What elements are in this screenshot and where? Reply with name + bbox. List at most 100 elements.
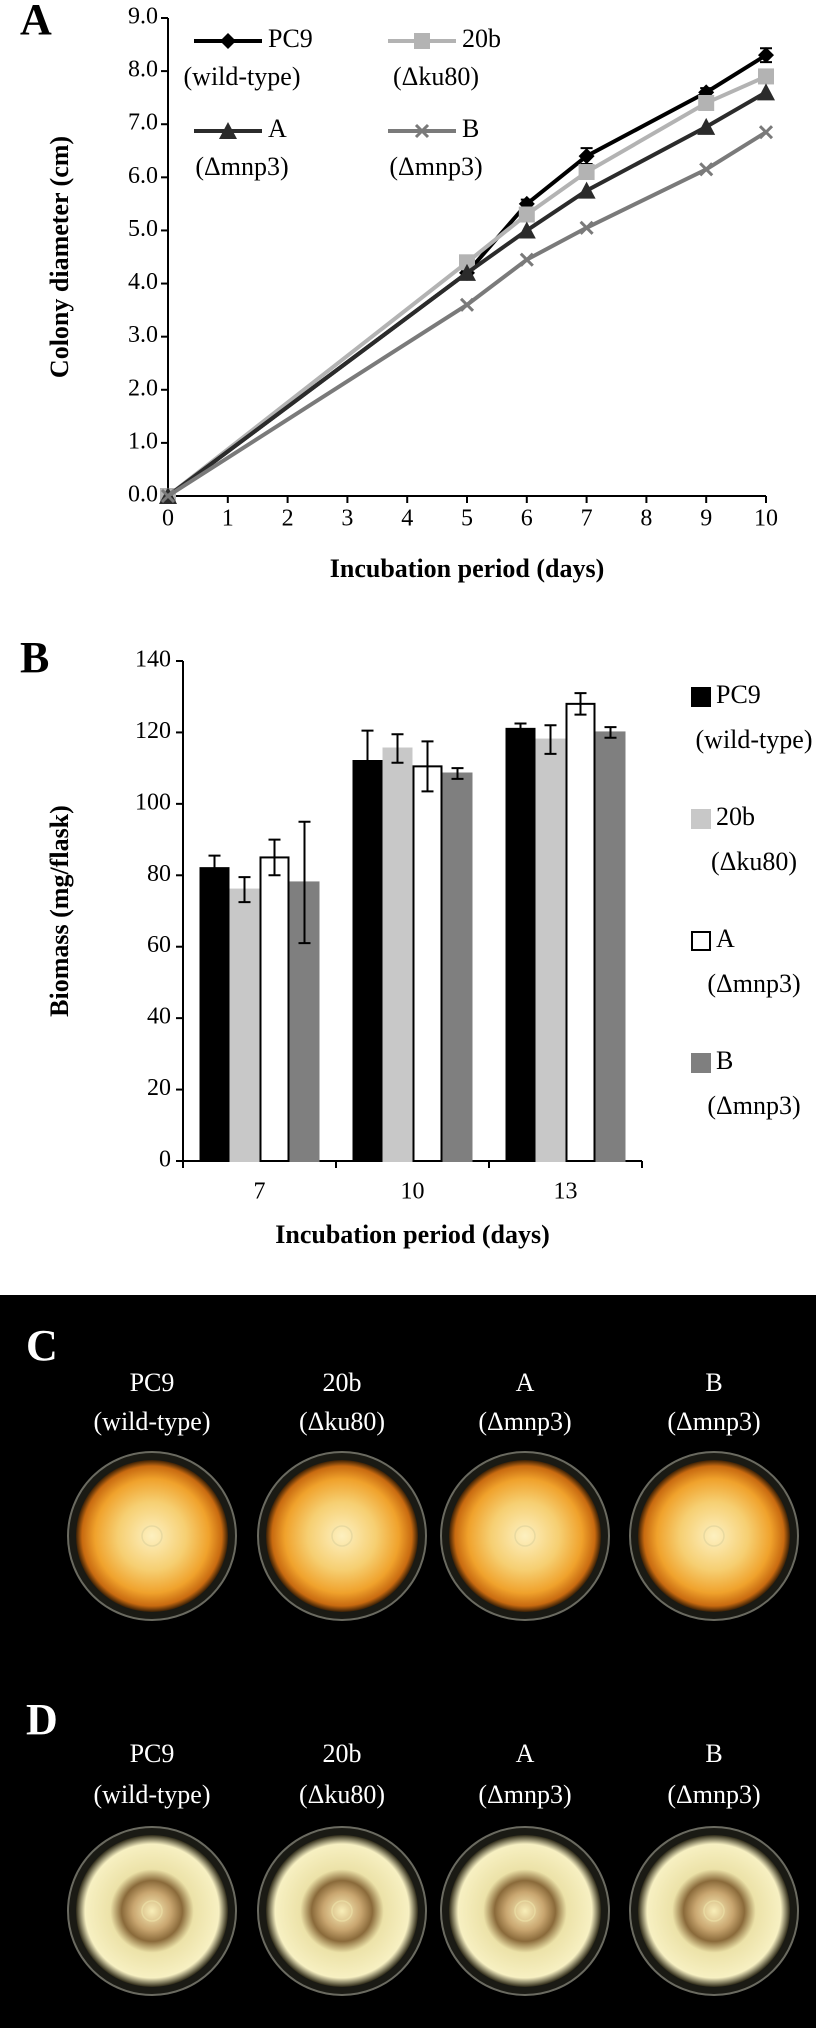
- y-tick-label: 0: [159, 1147, 171, 1173]
- marker: [697, 117, 716, 135]
- bar: [199, 867, 230, 1163]
- y-tick-label: 2.0: [128, 375, 158, 401]
- x-tick-label: 3: [341, 506, 353, 532]
- bar: [229, 888, 260, 1162]
- x-tick-label: 0: [162, 506, 174, 532]
- x-tick-label: 6: [521, 506, 533, 532]
- marker: [519, 252, 534, 267]
- y-axis-label: Biomass (mg/flask): [45, 805, 74, 1017]
- bar: [535, 738, 566, 1162]
- x-tick-label: 9: [700, 506, 712, 532]
- y-tick-label: 60: [147, 932, 171, 958]
- legend-label: 20b (Δku80): [393, 24, 508, 91]
- error-bar: [451, 767, 464, 780]
- bar: [442, 772, 473, 1162]
- colony-center: [141, 1900, 163, 1922]
- y-tick-label: 120: [135, 718, 171, 744]
- plate-label: (Δmnp3): [667, 1407, 760, 1436]
- marker: [757, 83, 775, 101]
- x-tick-label: 7: [254, 1179, 266, 1205]
- colony: [266, 1835, 418, 1987]
- y-tick-label: 40: [147, 1004, 171, 1030]
- legend-swatch: [691, 687, 711, 707]
- panel-label: D: [26, 1695, 58, 1744]
- plate-label: 20b: [323, 1739, 362, 1768]
- plate-label: PC9: [130, 1368, 175, 1397]
- error-bar: [208, 854, 221, 882]
- y-tick-label: 8.0: [128, 57, 158, 83]
- x-tick-label: 5: [461, 506, 473, 532]
- legend-label: 20b (Δku80): [711, 802, 797, 876]
- legend-swatch: [691, 1053, 711, 1073]
- marker: [160, 488, 176, 504]
- error-bar: [298, 820, 311, 945]
- y-tick-label: 7.0: [128, 110, 158, 136]
- y-axis-label: Colony diameter (cm): [45, 136, 74, 378]
- colony: [76, 1835, 228, 1987]
- x-tick-label: 7: [581, 506, 593, 532]
- plate-label: (Δmnp3): [478, 1407, 571, 1436]
- marker: [458, 263, 476, 281]
- marker: [459, 297, 475, 312]
- y-tick-label: 140: [135, 647, 171, 673]
- x-tick-label: 13: [554, 1179, 578, 1205]
- x-tick-label: 4: [401, 506, 413, 532]
- bar: [259, 856, 290, 1163]
- marker: [220, 33, 236, 49]
- marker: [758, 47, 774, 64]
- error-bar: [574, 692, 587, 716]
- colony-center: [331, 1525, 353, 1547]
- y-tick-label: 4.0: [128, 269, 158, 295]
- plate-label: (Δmnp3): [478, 1780, 571, 1809]
- colony: [638, 1835, 790, 1987]
- series-line: [166, 130, 768, 498]
- marker: [518, 206, 535, 223]
- panel-label: B: [20, 633, 49, 682]
- plate-label: A: [516, 1368, 535, 1397]
- plate-label: B: [705, 1739, 722, 1768]
- bar: [382, 747, 413, 1162]
- error-bar: [361, 729, 374, 793]
- colony-center: [141, 1525, 163, 1547]
- marker: [219, 122, 237, 139]
- plate-label: B: [705, 1368, 722, 1397]
- plate-label: (wild-type): [94, 1780, 211, 1809]
- marker: [699, 162, 714, 177]
- colony: [449, 1835, 601, 1987]
- x-tick-label: 10: [401, 1179, 425, 1205]
- y-tick-label: 1.0: [128, 428, 158, 454]
- y-tick-label: 20: [147, 1075, 171, 1101]
- marker: [579, 220, 594, 235]
- colony-center: [514, 1525, 536, 1547]
- legend-label: A (Δmnp3): [195, 114, 291, 181]
- marker: [414, 123, 430, 139]
- plate-label: (wild-type): [94, 1407, 211, 1436]
- error-bar: [544, 724, 557, 755]
- panel-label: C: [26, 1321, 58, 1370]
- plate-label: (Δku80): [299, 1407, 385, 1436]
- y-tick-label: 6.0: [128, 163, 158, 189]
- bar: [595, 731, 626, 1163]
- marker: [577, 181, 596, 199]
- y-tick-label: 100: [135, 789, 171, 815]
- colony: [266, 1460, 418, 1612]
- y-tick-label: 0.0: [128, 482, 158, 508]
- error-bar: [238, 876, 251, 904]
- plate-label: (Δku80): [299, 1780, 385, 1809]
- legend-label: PC9 (wild-type): [696, 680, 813, 754]
- legend-label: PC9 (wild-type): [184, 24, 320, 91]
- legend-swatch: [691, 931, 711, 951]
- error-bar: [604, 726, 617, 739]
- bar: [412, 765, 443, 1162]
- bar: [565, 702, 596, 1162]
- error-bar: [268, 838, 281, 877]
- series-line: [166, 74, 767, 498]
- marker: [578, 164, 595, 181]
- x-tick-label: 1: [222, 506, 234, 532]
- marker: [758, 125, 774, 140]
- plate-label: PC9: [130, 1739, 175, 1768]
- y-tick-label: 3.0: [128, 322, 158, 348]
- error-bar: [514, 722, 527, 736]
- error-bar: [421, 740, 434, 793]
